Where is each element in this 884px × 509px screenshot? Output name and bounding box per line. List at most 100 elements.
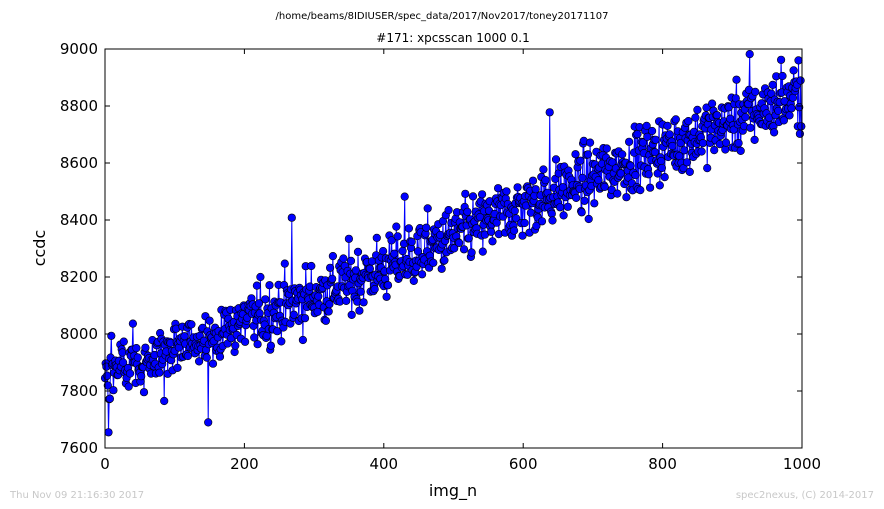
data-point [795,103,804,112]
data-point [339,254,348,263]
data-point [254,299,264,308]
data-point [429,258,438,267]
data-point [356,287,365,296]
data-point [277,337,286,346]
data-point [548,216,557,225]
data-point [314,292,323,301]
data-point [502,187,511,196]
data-point [633,130,642,139]
data-point [734,139,743,148]
data-point [372,233,381,242]
data-point [124,382,133,391]
data-point [392,222,401,231]
footer-credit: spec2nexus, (C) 2014-2017 [735,490,874,501]
x-tick-label: 400 [369,455,398,473]
data-point [107,331,116,340]
data-point [208,359,218,368]
data-point [653,169,662,178]
data-point [626,161,635,170]
data-point [776,55,786,64]
data-point [328,252,338,261]
data-point [437,264,446,273]
data-point [510,206,519,215]
data-point [494,184,503,193]
chart-suptitle: /home/beams/8IDIUSER/spec_data/2017/Nov2… [276,11,609,22]
data-point [767,89,776,98]
data-point [647,126,657,136]
data-point [746,123,755,132]
y-tick-label: 8600 [60,154,98,172]
data-point [109,386,118,395]
data-point [539,165,548,174]
data-point [273,327,282,336]
data-point [785,111,794,120]
data-point [645,183,655,192]
data-point [682,158,692,167]
data-point [400,192,409,201]
data-point [741,112,750,122]
data-point [671,115,680,124]
data-point [559,211,568,220]
data-point [729,125,738,134]
data-point [118,348,127,357]
data-point [205,316,214,325]
data-point [298,335,308,345]
y-tick-label: 8800 [60,97,98,115]
data-point [795,129,805,138]
data-point [651,135,660,144]
data-point [393,232,402,241]
data-point [563,202,572,211]
data-point [475,213,485,222]
data-point [382,292,391,301]
data-point [450,244,459,253]
y-tick-label: 8400 [60,211,98,229]
chart-title: #171: xpcsscan 1000 0.1 [376,31,529,45]
data-point [105,394,114,403]
data-point [478,247,487,256]
y-tick-label: 7800 [60,382,98,400]
data-point [660,173,669,182]
y-tick-label: 7600 [60,439,98,457]
data-point [600,182,609,191]
data-point [355,306,364,315]
data-point [622,193,631,202]
data-point [464,234,473,243]
data-point [139,388,149,397]
data-point [631,171,640,180]
data-point [195,357,204,366]
data-point [390,249,399,258]
data-point [119,337,128,346]
data-point [215,352,225,361]
x-axis-label: img_n [429,481,477,501]
data-point [467,248,476,257]
data-point [685,167,694,176]
data-point [468,192,478,201]
data-point [643,132,652,141]
data-point [769,128,779,137]
data-point [183,351,192,361]
data-point [657,163,667,173]
y-axis-label: ccdc [30,230,49,267]
data-point [407,237,416,246]
data-point [255,309,264,318]
data-point [409,276,418,286]
y-axis: 7600 7800 8000 8200 8400 8600 8800 9000 [60,40,802,457]
data-point [642,121,651,130]
data-point [173,363,182,373]
data-point [180,332,189,341]
data-point [155,368,164,377]
data-point [778,71,787,81]
data-point [578,173,587,182]
data-point [584,214,593,224]
data-point [731,94,740,103]
data-point [555,203,565,212]
data-point [325,300,334,309]
data-point [697,147,706,156]
data-point [423,204,432,213]
data-point [702,103,711,112]
data-point [126,369,135,378]
data-point [616,169,625,178]
data-point [655,181,664,190]
data-point [141,343,150,352]
data-point [370,285,379,294]
